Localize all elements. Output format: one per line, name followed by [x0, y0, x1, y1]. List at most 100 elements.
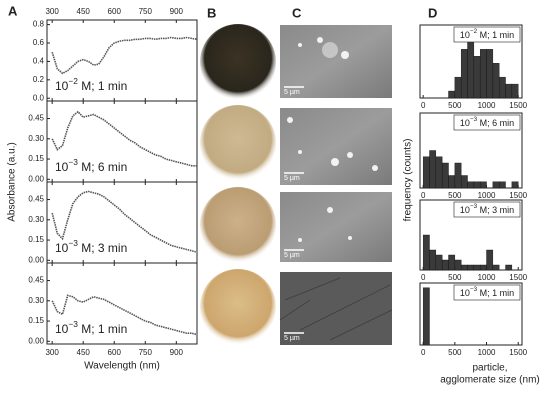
- x-tick-label: 1500: [509, 273, 527, 282]
- histogram-bar: [435, 254, 443, 271]
- scale-bar-label: 5 µm: [284, 252, 300, 259]
- x-tick-label: 1000: [478, 191, 496, 200]
- histogram-bar: [454, 76, 462, 99]
- histogram-bar: [429, 249, 437, 271]
- x-tick-label: 750: [139, 348, 153, 357]
- x-tick-label: 0: [421, 101, 426, 110]
- scale-bar-label: 5 µm: [284, 175, 300, 182]
- histogram-bar: [479, 49, 487, 99]
- spectrum-line: [51, 36, 198, 75]
- x-tick-label: 0: [421, 191, 426, 200]
- histogram-bar: [498, 181, 506, 189]
- x-tick-label: 300: [45, 348, 59, 357]
- histogram-bar: [479, 264, 487, 271]
- sample-photo: [200, 105, 276, 181]
- x-tick-label: 900: [170, 348, 184, 357]
- x-tick-label: 450: [77, 348, 91, 357]
- x-tick-label: 1500: [509, 191, 527, 200]
- annotation: 10−2 M; 1 min: [460, 28, 514, 41]
- x-axis-label: Wavelength (nm): [84, 361, 160, 372]
- histogram-bar: [454, 162, 462, 189]
- x-tick-label: 500: [448, 191, 462, 200]
- annotation-text: M; 1 min: [78, 79, 127, 93]
- annotation-base: 10: [460, 288, 470, 298]
- annotation-text: M; 1 min: [78, 322, 127, 336]
- y-tick-label: 0.30: [28, 134, 44, 143]
- annotation-box: [453, 284, 521, 301]
- y-tick-label: 0.30: [28, 296, 44, 305]
- histogram-bar: [448, 254, 456, 271]
- histogram-bar: [460, 264, 468, 271]
- annotation-base: 10: [460, 118, 470, 128]
- annotation-box: [453, 201, 521, 218]
- histogram-bar: [492, 181, 500, 189]
- y-tick-label: 0.45: [28, 276, 44, 285]
- histogram-bar: [486, 249, 494, 271]
- y-axis-label: frequency (counts): [403, 139, 414, 222]
- x-axis-label: agglomerate size (nm): [440, 375, 539, 386]
- histogram-bar: [473, 181, 481, 189]
- histogram-bar: [511, 181, 519, 189]
- histogram-bar: [448, 90, 456, 99]
- annotation-exponent: −3: [68, 157, 78, 167]
- panel-label: A: [8, 3, 18, 18]
- histogram-bar: [422, 234, 430, 271]
- y-tick-label: 0.00: [28, 174, 44, 183]
- annotation-text: M; 1 min: [477, 30, 514, 40]
- sample-photo: [200, 187, 276, 263]
- histogram-bar: [460, 175, 468, 189]
- y-tick-label: 0.15: [28, 316, 44, 325]
- y-tick-label: 0.15: [28, 154, 44, 163]
- annotation: 10−3 M; 6 min: [55, 157, 127, 174]
- y-tick-label: 0.6: [33, 38, 45, 47]
- histogram-bar: [479, 181, 487, 189]
- annotation-exponent: −3: [470, 203, 478, 210]
- x-tick-label: 1500: [509, 101, 527, 110]
- y-tick-label: 0.4: [33, 57, 45, 66]
- annotation-base: 10: [460, 30, 470, 40]
- annotation: 10−3 M; 1 min: [460, 286, 514, 299]
- panel-label: B: [207, 5, 216, 20]
- histogram-bar: [441, 162, 449, 189]
- annotation-exponent: −3: [470, 286, 478, 293]
- annotation-text: M; 3 min: [78, 241, 127, 255]
- plot-frame: [46, 262, 198, 345]
- annotation: 10−3 M; 6 min: [460, 116, 514, 129]
- histogram-bar: [467, 181, 475, 189]
- x-tick-label-top: 600: [108, 7, 122, 16]
- histogram-bar: [422, 287, 430, 346]
- particles: [287, 37, 378, 242]
- histogram-bar: [467, 264, 475, 271]
- spectrum-line: [51, 190, 198, 253]
- y-tick-label: 0.8: [33, 20, 45, 29]
- histogram-bar: [435, 156, 443, 189]
- spectrum-line: [51, 294, 198, 336]
- panel-label: D: [428, 5, 437, 20]
- annotation-box: [453, 26, 521, 43]
- y-tick-label: 0.0: [33, 93, 45, 102]
- scale-bar-label: 5 µm: [284, 89, 300, 96]
- annotation-box: [453, 114, 521, 131]
- y-tick-label: 0.30: [28, 215, 44, 224]
- plot-frame: [419, 282, 523, 346]
- x-tick-label-top: 450: [77, 7, 91, 16]
- histogram-bar: [473, 264, 481, 271]
- x-tick-label: 0: [421, 348, 426, 357]
- x-tick-label: 1000: [478, 348, 496, 357]
- x-tick-label: 500: [448, 101, 462, 110]
- histogram-bar: [473, 56, 481, 99]
- histogram-bar: [511, 83, 519, 99]
- y-tick-label: 0.00: [28, 336, 44, 345]
- y-tick-label: 0.45: [28, 114, 44, 123]
- x-tick-label: 1000: [478, 101, 496, 110]
- annotation-exponent: −3: [68, 319, 78, 329]
- annotation-base: 10: [460, 205, 470, 215]
- annotation-exponent: −3: [68, 238, 78, 248]
- histogram-bar: [460, 49, 468, 99]
- annotation-text: M; 6 min: [477, 118, 514, 128]
- x-tick-label: 1500: [509, 348, 527, 357]
- histogram-bar: [422, 156, 430, 189]
- y-tick-label: 0.00: [28, 255, 44, 264]
- scale-bar-label: 5 µm: [284, 335, 300, 342]
